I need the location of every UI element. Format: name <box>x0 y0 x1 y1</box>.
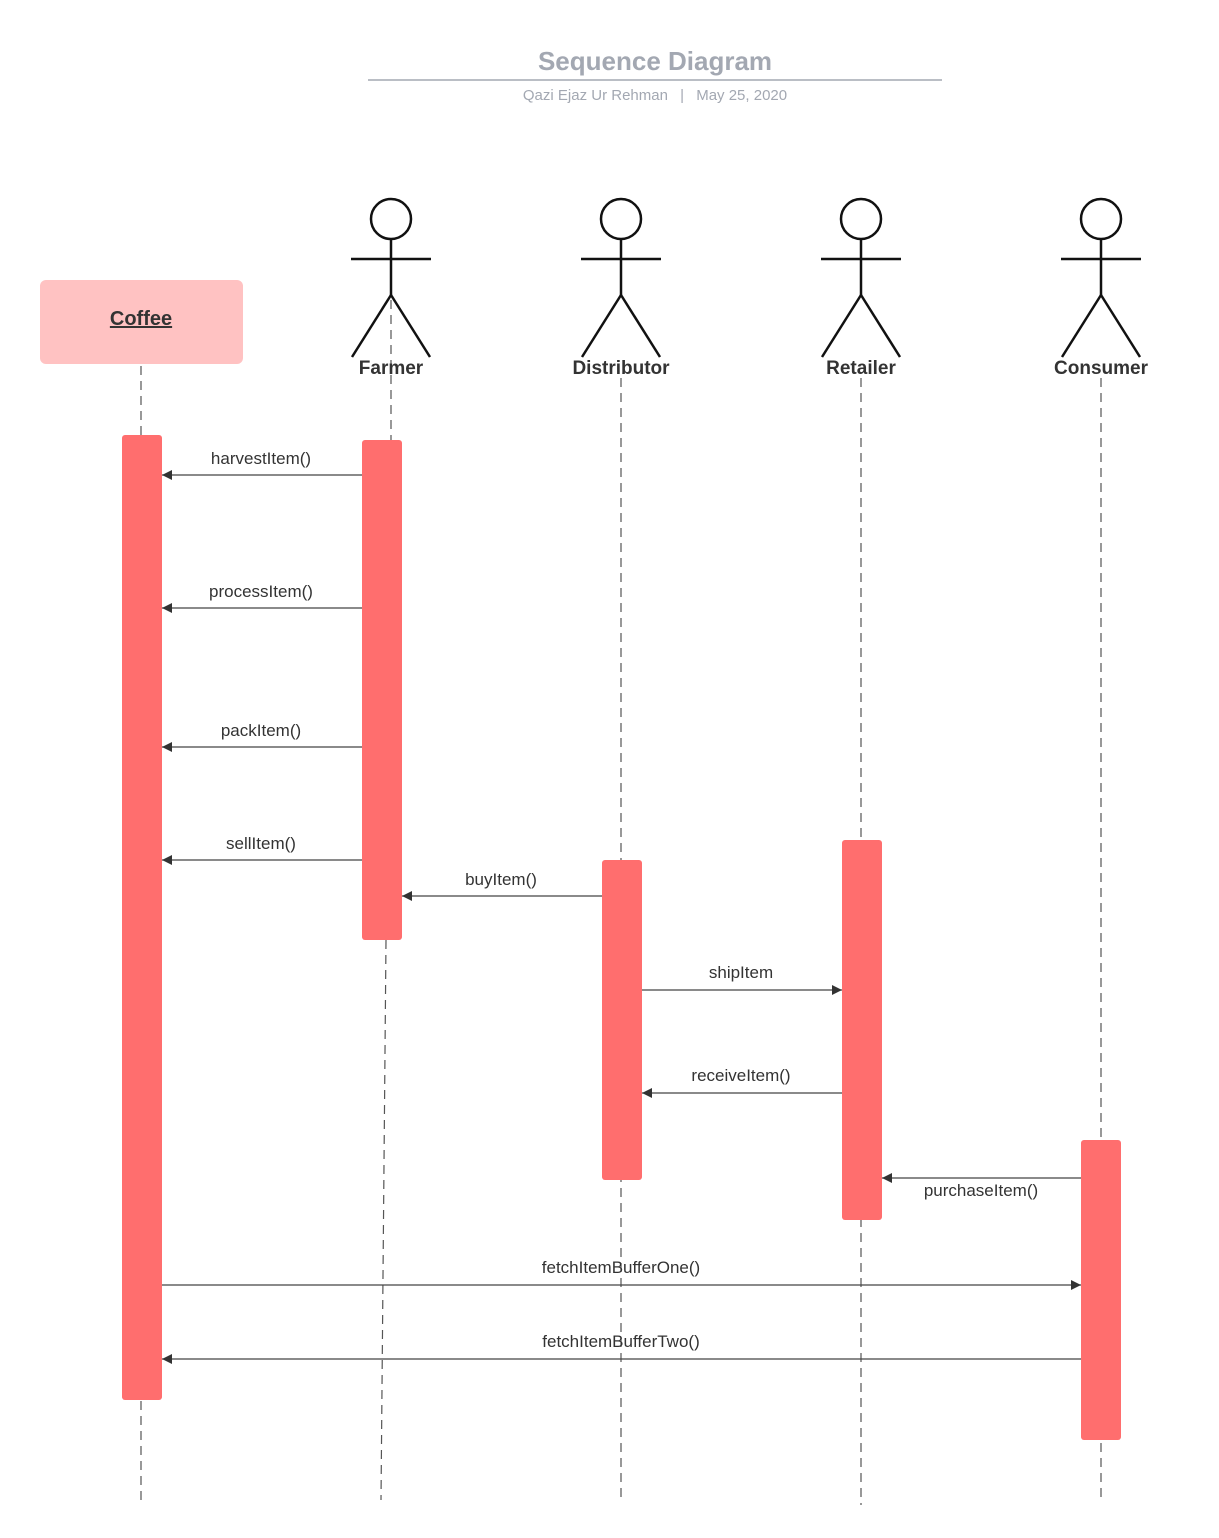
message-pack-item[interactable]: packItem() <box>162 721 362 752</box>
message-label: packItem() <box>221 721 301 740</box>
message-receive-item[interactable]: receiveItem() <box>642 1066 842 1098</box>
diagram-subtitle: Qazi Ejaz Ur Rehman | May 25, 2020 <box>523 87 787 104</box>
message-harvest-item[interactable]: harvestItem() <box>162 449 362 480</box>
message-ship-item[interactable]: shipItem <box>642 963 842 995</box>
message-label: purchaseItem() <box>924 1181 1038 1200</box>
actor-distributor[interactable]: Distributor <box>572 197 670 379</box>
message-label: processItem() <box>209 582 313 601</box>
activation-bar-consumer[interactable] <box>1081 1140 1121 1440</box>
message-fetch-item-buffer-two[interactable]: fetchItemBufferTwo() <box>162 1332 1081 1364</box>
diagram-header: Sequence Diagram Qazi Ejaz Ur Rehman | M… <box>368 46 942 104</box>
message-label: fetchItemBufferOne() <box>542 1258 700 1277</box>
lifeline-farmer-lower <box>380 939 387 1501</box>
actor-figure-icon <box>820 197 902 358</box>
author-name: Qazi Ejaz Ur Rehman <box>523 87 668 104</box>
object-coffee[interactable]: Coffee <box>40 280 243 364</box>
message-fetch-item-buffer-one[interactable]: fetchItemBufferOne() <box>162 1258 1081 1290</box>
diagram-title: Sequence Diagram <box>538 46 772 76</box>
messages: harvestItem() processItem() packItem() s… <box>162 449 1081 1364</box>
message-label: fetchItemBufferTwo() <box>542 1332 699 1351</box>
activation-bar-coffee[interactable] <box>122 435 162 1400</box>
message-label: harvestItem() <box>211 449 311 468</box>
message-buy-item[interactable]: buyItem() <box>402 870 602 901</box>
actor-consumer[interactable]: Consumer <box>1054 197 1149 379</box>
message-label: buyItem() <box>465 870 537 889</box>
actor-figure-icon <box>1060 197 1142 358</box>
actor-farmer[interactable]: Farmer <box>350 197 432 379</box>
actor-figure-icon <box>580 197 662 358</box>
diagram-date: May 25, 2020 <box>696 87 787 104</box>
activation-bar-farmer[interactable] <box>362 440 402 940</box>
message-label: sellItem() <box>226 834 296 853</box>
message-label: shipItem <box>709 963 773 982</box>
object-label: Coffee <box>110 308 172 330</box>
activation-bar-distributor[interactable] <box>602 860 642 1180</box>
actor-figure-icon <box>350 197 432 358</box>
subtitle-separator: | <box>680 87 684 104</box>
message-sell-item[interactable]: sellItem() <box>162 834 362 865</box>
message-process-item[interactable]: processItem() <box>162 582 362 613</box>
actor-label: Retailer <box>826 358 896 379</box>
activation-bars <box>122 435 1121 1440</box>
object-box[interactable] <box>40 280 243 364</box>
actor-label: Farmer <box>359 358 424 379</box>
message-purchase-item[interactable]: purchaseItem() <box>882 1173 1081 1200</box>
message-label: receiveItem() <box>691 1066 790 1085</box>
actor-label: Distributor <box>572 358 670 379</box>
actor-retailer[interactable]: Retailer <box>820 197 902 379</box>
activation-bar-retailer[interactable] <box>842 840 882 1220</box>
actor-label: Consumer <box>1054 358 1149 379</box>
